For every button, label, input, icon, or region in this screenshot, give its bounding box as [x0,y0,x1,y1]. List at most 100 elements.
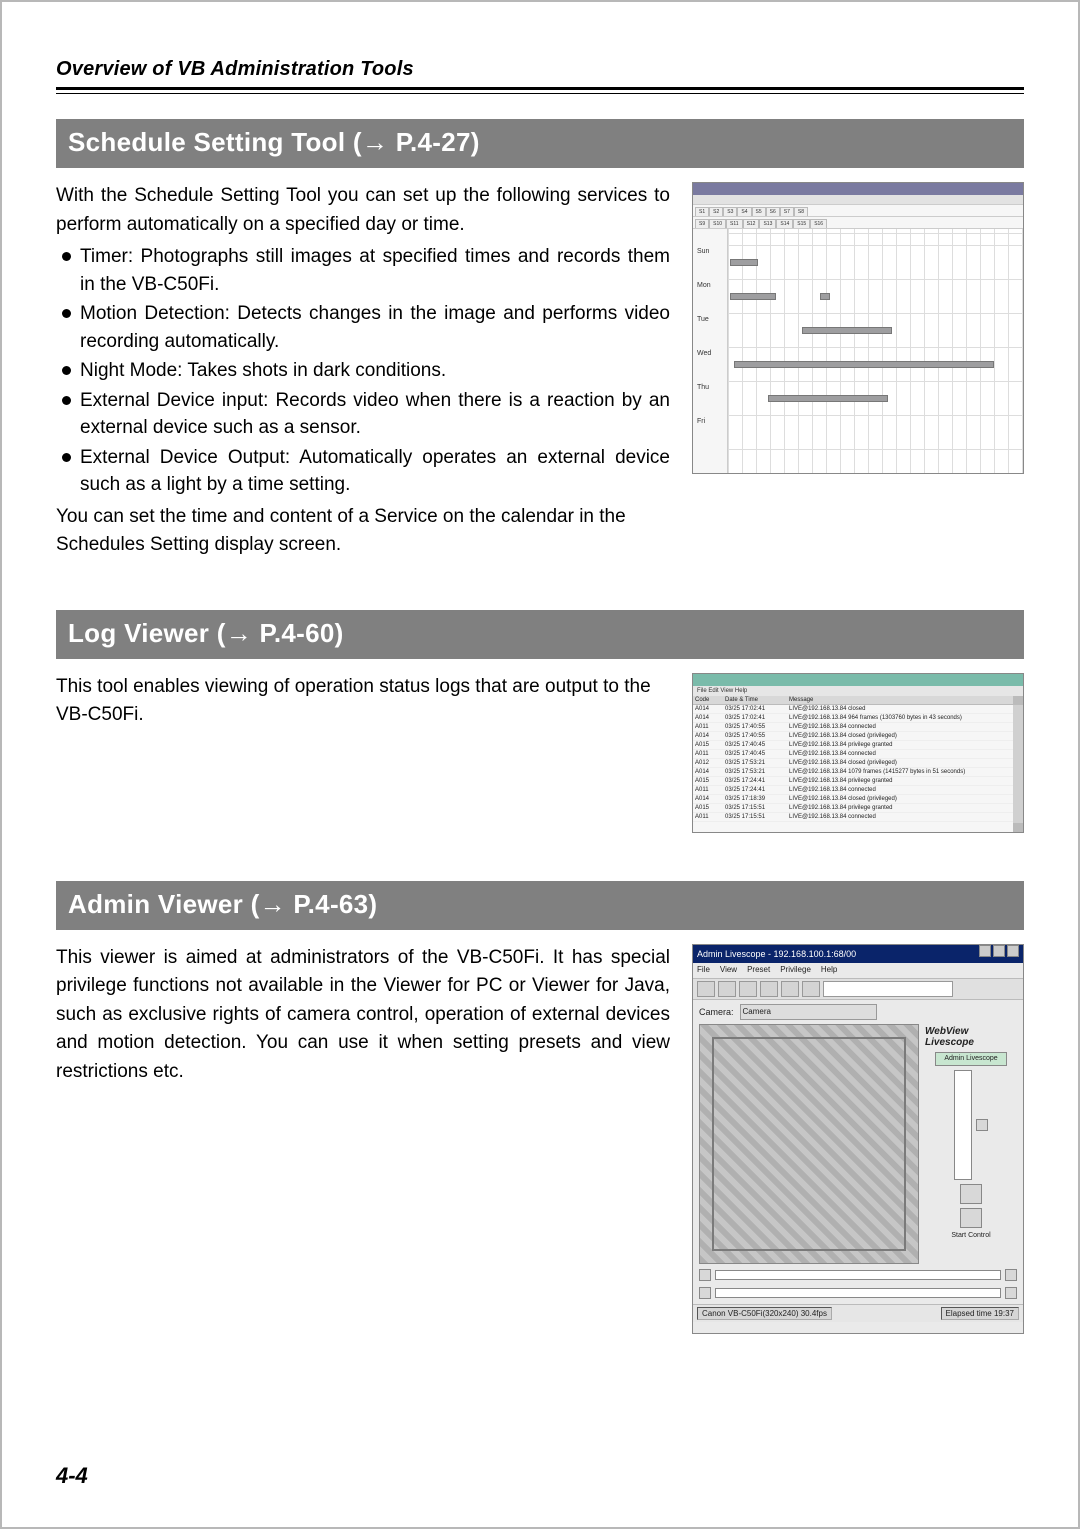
cell: 03/25 17:02:41 [725,715,789,721]
status-right: Elapsed time 19:37 [941,1307,1020,1320]
webview-label: WebView Livescope [925,1026,1017,1048]
slider-cap-icon [699,1269,711,1281]
schedule-bar [768,395,888,402]
day-label: Fri [697,417,727,451]
cell: 03/25 17:24:41 [725,787,789,793]
schedule-toolbar [693,195,1023,205]
toolbar-button [781,981,799,997]
log-body: This tool enables viewing of operation s… [56,673,670,730]
cell: A011 [695,751,725,757]
cell: 03/25 17:53:21 [725,760,789,766]
vertical-slider [954,1070,972,1180]
menu-item: View [720,965,737,976]
col-header: Code [695,697,725,703]
tab: S6 [766,207,780,216]
horizontal-slider [699,1286,1017,1300]
table-row: A01403/25 17:40:55LIVE@192.168.13.84 clo… [693,732,1023,741]
slider-cap-icon [1005,1287,1017,1299]
cell: LIVE@192.168.13.84 964 frames (1303760 b… [789,715,1021,721]
section-log-title: Log Viewer (→ P.4-60) [56,610,1024,659]
table-row: A01403/25 17:02:41LIVE@192.168.13.84 clo… [693,705,1023,714]
tab: S8 [794,207,808,216]
admin-menu: File View Preset Privilege Help [693,963,1023,978]
cell: 03/25 17:40:55 [725,724,789,730]
tab: S3 [723,207,737,216]
toolbar-select [823,981,953,997]
table-row: A01103/25 17:40:55LIVE@192.168.13.84 con… [693,723,1023,732]
cell: LIVE@192.168.13.84 connected [789,787,1021,793]
day-label: Thu [697,383,727,417]
day-label: Tue [697,315,727,349]
camera-select: Camera [740,1004,878,1020]
cell: LIVE@192.168.13.84 connected [789,814,1021,820]
schedule-bar [730,293,776,300]
side-button [960,1184,982,1204]
cell: 03/25 17:02:41 [725,706,789,712]
section-admin-text: This viewer is aimed at administrators o… [56,944,670,1089]
figure-log-viewer: File Edit View Help Code Date & Time Mes… [692,673,1024,833]
cell: LIVE@192.168.13.84 1079 frames (1415277 … [789,769,1021,775]
cell: A011 [695,787,725,793]
list-item: External Device Output: Automatically op… [56,444,670,499]
cell: 03/25 17:40:45 [725,751,789,757]
schedule-outro: You can set the time and content of a Se… [56,503,670,560]
cell: A014 [695,715,725,721]
page-number: 4-4 [56,1463,88,1489]
cell: 03/25 17:24:41 [725,778,789,784]
scrollbar [1013,696,1023,832]
status-left: Canon VB-C50Fi(320x240) 30.4fps [697,1307,832,1320]
tab: S13 [759,219,776,228]
tab: S5 [752,207,766,216]
horizontal-slider [699,1268,1017,1282]
section-admin-viewer: Admin Viewer (→ P.4-63) This viewer is a… [56,881,1024,1334]
toolbar-button [739,981,757,997]
log-menubar: File Edit View Help [693,686,1023,696]
figure-admin-viewer: Admin Livescope - 192.168.100.1:68/00 Fi… [692,944,1024,1334]
table-row: A01403/25 17:02:41LIVE@192.168.13.84 964… [693,714,1023,723]
schedule-bullets: Timer: Photographs still images at speci… [56,243,670,499]
schedule-tabs-row2: S9 S10 S11 S12 S13 S14 S15 S16 [693,217,1023,229]
video-outline [712,1037,906,1251]
tab: S4 [737,207,751,216]
cell: LIVE@192.168.13.84 privilege granted [789,778,1021,784]
slider-cap-icon [1005,1269,1017,1281]
side-button [960,1208,982,1228]
admin-video-area [699,1024,919,1264]
cell: A015 [695,742,725,748]
admin-body: This viewer is aimed at administrators o… [56,944,670,1087]
cell: LIVE@192.168.13.84 privilege granted [789,805,1021,811]
tab: S9 [695,219,709,228]
cell: A014 [695,796,725,802]
figure-schedule-tool: S1 S2 S3 S4 S5 S6 S7 S8 S9 S10 S11 S12 [692,182,1024,474]
section-schedule: Schedule Setting Tool (→ P.4-27) With th… [56,119,1024,562]
cell: A014 [695,706,725,712]
table-row: A01503/25 17:40:45LIVE@192.168.13.84 pri… [693,741,1023,750]
cell: LIVE@192.168.13.84 connected [789,751,1021,757]
section-log-viewer: Log Viewer (→ P.4-60) This tool enables … [56,610,1024,833]
schedule-bar [820,293,830,300]
table-row: A01503/25 17:24:41LIVE@192.168.13.84 pri… [693,777,1023,786]
cell: LIVE@192.168.13.84 closed [789,706,1021,712]
section-admin-title: Admin Viewer (→ P.4-63) [56,881,1024,930]
list-item: Timer: Photographs still images at speci… [56,243,670,298]
table-row: A01503/25 17:15:51LIVE@192.168.13.84 pri… [693,804,1023,813]
log-titlebar [693,674,1023,686]
table-row: A01103/25 17:15:51LIVE@192.168.13.84 con… [693,813,1023,822]
window-buttons [977,945,1019,963]
log-rows: A01403/25 17:02:41LIVE@192.168.13.84 clo… [693,705,1023,822]
schedule-intro: With the Schedule Setting Tool you can s… [56,182,670,239]
cell: LIVE@192.168.13.84 closed (privileged) [789,796,1021,802]
running-head: Overview of VB Administration Tools [56,42,1024,87]
tab: S16 [810,219,827,228]
cell: A012 [695,760,725,766]
admin-toolbar [693,978,1023,1000]
cell: A014 [695,733,725,739]
close-icon [1007,945,1019,957]
cell: 03/25 17:18:39 [725,796,789,802]
table-row: A01403/25 17:18:39LIVE@192.168.13.84 clo… [693,795,1023,804]
cell: A011 [695,814,725,820]
day-label: Mon [697,281,727,315]
maximize-icon [993,945,1005,957]
menu-item: File [697,965,710,976]
section-schedule-text: With the Schedule Setting Tool you can s… [56,182,670,562]
